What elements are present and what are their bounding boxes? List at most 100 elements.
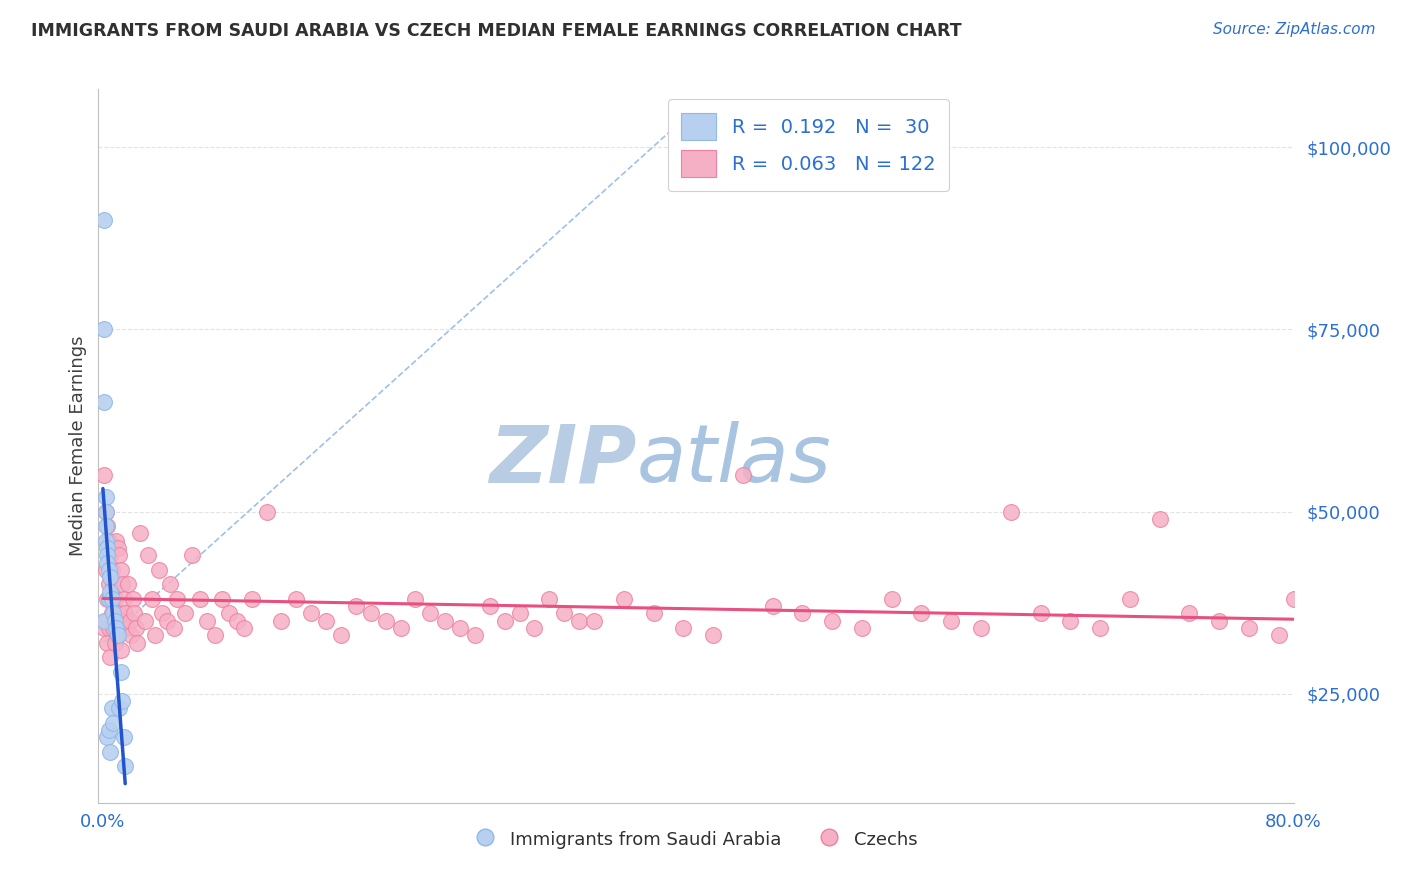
Point — [344, 599, 367, 614]
Point — [98, 745, 121, 759]
Point — [1149, 512, 1171, 526]
Point — [94, 614, 117, 628]
Point — [96, 635, 118, 649]
Point — [1298, 607, 1320, 621]
Point — [141, 591, 163, 606]
Point — [121, 591, 143, 606]
Text: IMMIGRANTS FROM SAUDI ARABIA VS CZECH MEDIAN FEMALE EARNINGS CORRELATION CHART: IMMIGRANTS FROM SAUDI ARABIA VS CZECH ME… — [31, 22, 962, 40]
Point — [299, 607, 322, 621]
Point — [107, 541, 129, 555]
Point — [449, 621, 471, 635]
Point — [1327, 599, 1350, 614]
Point — [256, 504, 278, 518]
Point — [96, 556, 118, 570]
Point — [389, 621, 412, 635]
Point — [1237, 621, 1260, 635]
Point — [101, 563, 124, 577]
Point — [114, 607, 136, 621]
Point — [117, 577, 139, 591]
Point — [195, 614, 218, 628]
Point — [108, 548, 131, 562]
Point — [97, 533, 120, 548]
Point — [94, 533, 117, 548]
Point — [96, 731, 118, 745]
Point — [404, 591, 426, 606]
Point — [110, 563, 132, 577]
Point — [103, 621, 125, 635]
Point — [107, 628, 129, 642]
Point — [1282, 591, 1305, 606]
Point — [118, 614, 141, 628]
Point — [122, 607, 145, 621]
Point — [1208, 614, 1230, 628]
Point — [97, 591, 120, 606]
Point — [181, 548, 204, 562]
Point — [101, 607, 124, 621]
Point — [1178, 607, 1201, 621]
Point — [1312, 614, 1334, 628]
Point — [270, 614, 292, 628]
Point — [111, 577, 134, 591]
Point — [98, 591, 121, 606]
Point — [112, 731, 135, 745]
Point — [93, 468, 115, 483]
Point — [108, 701, 131, 715]
Point — [419, 607, 441, 621]
Point — [98, 650, 121, 665]
Point — [93, 621, 115, 635]
Point — [98, 570, 121, 584]
Point — [129, 526, 152, 541]
Point — [108, 607, 131, 621]
Point — [1000, 504, 1022, 518]
Point — [97, 563, 120, 577]
Point — [103, 607, 125, 621]
Point — [93, 322, 115, 336]
Point — [111, 694, 134, 708]
Point — [115, 621, 138, 635]
Point — [523, 621, 546, 635]
Point — [148, 563, 170, 577]
Point — [582, 614, 605, 628]
Point — [163, 621, 186, 635]
Point — [94, 563, 117, 577]
Point — [233, 621, 256, 635]
Point — [94, 504, 117, 518]
Point — [553, 607, 575, 621]
Point — [111, 614, 134, 628]
Point — [152, 607, 174, 621]
Point — [93, 213, 115, 227]
Point — [96, 519, 118, 533]
Point — [94, 519, 117, 533]
Point — [880, 591, 903, 606]
Text: Source: ZipAtlas.com: Source: ZipAtlas.com — [1212, 22, 1375, 37]
Point — [103, 715, 125, 730]
Point — [93, 395, 115, 409]
Point — [105, 621, 128, 635]
Point — [821, 614, 844, 628]
Text: ZIP: ZIP — [489, 421, 637, 500]
Point — [94, 504, 117, 518]
Point — [240, 591, 263, 606]
Point — [105, 614, 128, 628]
Point — [188, 591, 211, 606]
Point — [792, 607, 814, 621]
Point — [159, 577, 181, 591]
Point — [104, 635, 127, 649]
Point — [110, 643, 132, 657]
Point — [478, 599, 501, 614]
Point — [101, 701, 124, 715]
Point — [1029, 607, 1052, 621]
Point — [941, 614, 963, 628]
Point — [360, 607, 382, 621]
Point — [643, 607, 665, 621]
Point — [98, 548, 121, 562]
Point — [762, 599, 785, 614]
Point — [1402, 607, 1406, 621]
Point — [104, 614, 127, 628]
Point — [1372, 621, 1395, 635]
Point — [96, 591, 118, 606]
Point — [613, 591, 636, 606]
Point — [434, 614, 457, 628]
Point — [105, 533, 128, 548]
Point — [97, 621, 120, 635]
